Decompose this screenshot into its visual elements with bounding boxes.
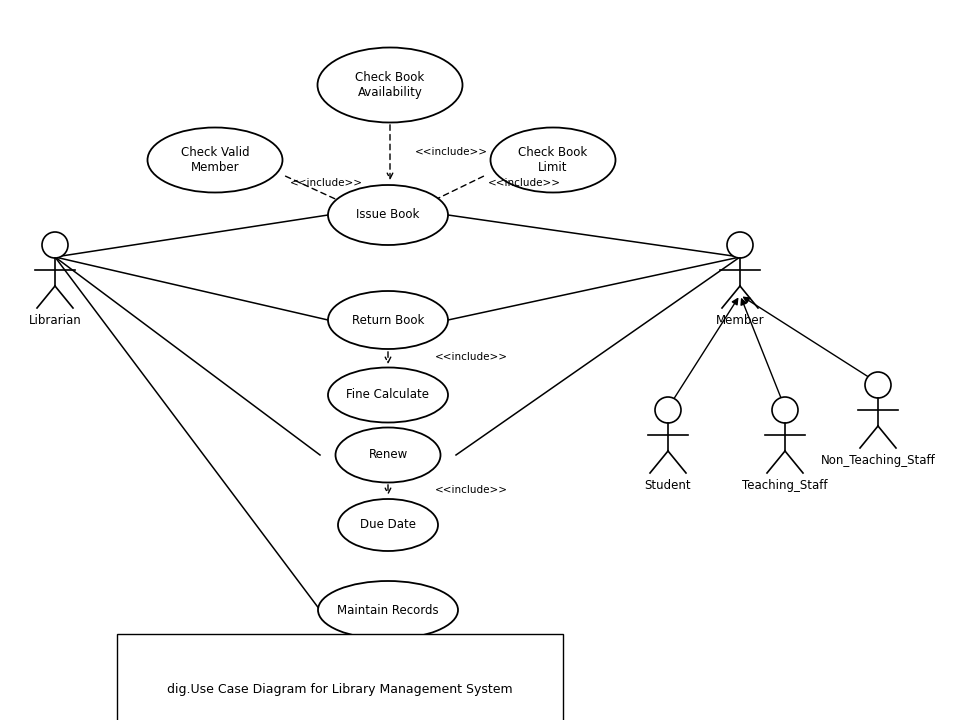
Text: Due Date: Due Date — [360, 518, 416, 531]
Text: Check Book
Availability: Check Book Availability — [355, 71, 424, 99]
Text: <<include>>: <<include>> — [435, 352, 508, 362]
Ellipse shape — [328, 291, 448, 349]
Ellipse shape — [318, 48, 463, 122]
Text: <<include>>: <<include>> — [290, 178, 363, 188]
Text: Check Book
Limit: Check Book Limit — [518, 146, 588, 174]
Ellipse shape — [328, 367, 448, 423]
Text: Member: Member — [716, 314, 764, 327]
Text: Librarian: Librarian — [29, 314, 82, 327]
Ellipse shape — [148, 127, 282, 192]
Text: Check Valid
Member: Check Valid Member — [180, 146, 250, 174]
Text: <<include>>: <<include>> — [415, 147, 488, 157]
Text: Issue Book: Issue Book — [356, 209, 420, 222]
Circle shape — [42, 232, 68, 258]
Ellipse shape — [328, 185, 448, 245]
Text: Maintain Records: Maintain Records — [337, 603, 439, 616]
Text: Non_Teaching_Staff: Non_Teaching_Staff — [821, 454, 935, 467]
Ellipse shape — [491, 127, 615, 192]
Circle shape — [772, 397, 798, 423]
Ellipse shape — [318, 581, 458, 639]
Text: Student: Student — [645, 479, 691, 492]
Ellipse shape — [335, 428, 441, 482]
Circle shape — [865, 372, 891, 398]
Circle shape — [655, 397, 681, 423]
Text: <<include>>: <<include>> — [435, 485, 508, 495]
Text: Return Book: Return Book — [351, 313, 424, 326]
Text: <<include>>: <<include>> — [488, 178, 561, 188]
Circle shape — [727, 232, 753, 258]
Text: Renew: Renew — [369, 449, 408, 462]
Text: Fine Calculate: Fine Calculate — [347, 389, 429, 402]
Ellipse shape — [338, 499, 438, 551]
Text: Teaching_Staff: Teaching_Staff — [742, 479, 828, 492]
Text: dig.Use Case Diagram for Library Management System: dig.Use Case Diagram for Library Managem… — [167, 683, 513, 696]
